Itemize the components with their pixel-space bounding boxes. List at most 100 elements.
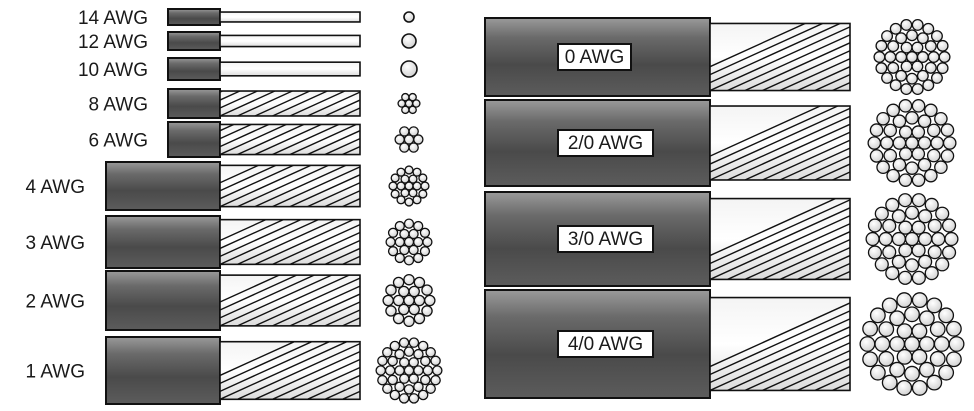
insulation [167,57,221,81]
strand [408,357,419,368]
strand [874,206,889,221]
strand [403,11,415,23]
strand [401,92,410,102]
strand [918,361,935,378]
strand [895,32,908,45]
strand [878,350,895,367]
gauge-label: 2/0 AWG [568,133,643,154]
strand [918,231,933,247]
strand-lines [220,341,360,400]
strand [922,22,935,35]
strand [384,365,396,376]
strand [392,312,405,325]
strand [869,149,884,163]
strand [911,173,926,187]
strand [911,41,924,54]
strand [905,136,919,150]
strand [900,83,913,96]
strand [424,294,436,307]
strand [394,252,405,264]
gauge-label: 0 AWG [565,47,624,68]
strand [413,348,424,360]
gauge-row-4-0-awg: 4/0 AWG [484,289,965,399]
strand [911,243,926,258]
strand [929,350,946,367]
gauge-row-1-awg: 1 AWG [26,336,443,405]
insulation [105,270,221,331]
strand [942,136,957,150]
gauge-label: 3/0 AWG [568,229,643,250]
strand [892,114,907,129]
strand [869,123,884,137]
strand [926,297,943,314]
strand [900,60,913,73]
strand [936,62,949,75]
strand [430,355,441,367]
strand [403,218,415,229]
strand [398,303,410,316]
strand [398,393,410,404]
strand [397,99,406,108]
stranded-conductor [219,90,361,117]
strand [413,381,424,393]
insulation [105,215,221,269]
gauge-row-12-awg: 12 AWG [78,31,417,53]
stranded-cross-section [867,99,957,187]
strand [917,136,932,150]
strand [408,126,419,137]
strand [403,346,415,357]
strand [421,284,433,296]
strand [911,323,928,340]
strand [922,79,935,92]
strand [876,160,890,175]
strand [884,51,897,63]
strand [875,39,888,52]
strand [394,220,405,232]
gauge-row-2-awg: 2 AWG [26,270,436,331]
strand [911,125,926,139]
strand [948,336,965,352]
strand [904,258,920,273]
strand [918,254,933,269]
strand [916,32,929,45]
strand [420,181,430,191]
strand [419,227,431,238]
strand [917,114,932,129]
strand [933,336,950,352]
solid-conductor [219,34,361,48]
strand [432,365,443,376]
strand [886,103,900,118]
strand [898,243,913,258]
strand [404,197,414,207]
insulation [167,88,221,119]
strand [918,336,935,352]
stranded-cross-section [388,165,430,207]
strand [898,173,913,187]
gauge-label: 4 AWG [26,177,85,198]
strand [924,103,938,118]
strand [889,336,906,352]
strand [878,231,893,247]
strand [377,355,388,367]
strand [904,336,920,352]
strand [399,373,410,384]
strand [408,393,420,404]
strand [408,174,418,184]
strand [413,220,424,232]
strand [911,220,926,235]
strand [887,61,900,74]
strand [403,273,415,286]
strand [889,361,906,378]
strand-lines [710,302,850,391]
strand [940,123,955,137]
strand [898,220,913,235]
strand [408,228,419,240]
strand [904,306,920,323]
strand [874,257,889,272]
gauge-label-box [557,43,632,71]
strand [911,270,926,285]
strand [911,348,928,365]
strand [926,123,941,138]
strand [896,323,913,340]
